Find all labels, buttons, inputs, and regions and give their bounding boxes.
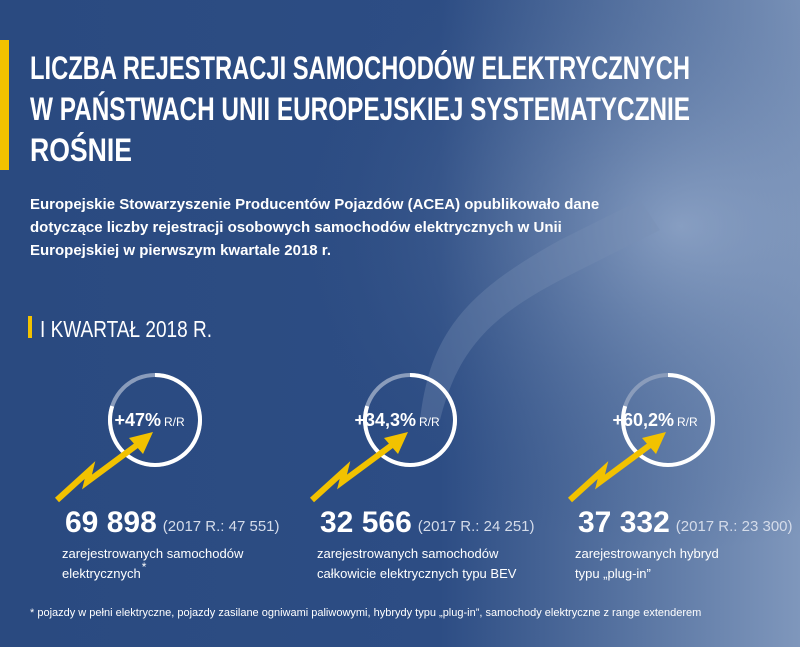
title: LICZBA REJESTRACJI SAMOCHODÓW ELEKTRYCZN… <box>30 50 690 168</box>
growth-unit: R/R <box>164 415 185 429</box>
growth: +34,3% <box>354 410 416 430</box>
growth: +47% <box>114 410 161 430</box>
previous: (2017 R.: 23 300) <box>676 518 793 535</box>
description: całkowicie elektrycznych typu BEV <box>317 566 517 581</box>
title-line: W PAŃSTWACH UNII EUROPEJSKIEJ SYSTEMATYC… <box>30 91 690 127</box>
title-line: ROŚNIE <box>30 132 132 168</box>
arrow <box>309 442 394 503</box>
arrow-head <box>129 432 153 454</box>
arrow-head <box>642 432 666 454</box>
arrow <box>567 442 652 503</box>
intro: Europejskie Stowarzyszenie Producentów P… <box>30 196 599 259</box>
description: zarejestrowanych samochodów <box>62 546 244 561</box>
previous: (2017 R.: 47 551) <box>163 518 280 535</box>
description: zarejestrowanych hybryd <box>575 546 719 561</box>
stat: +34,3% R/R 32 566 (2017 R.: 24 251) zarejest… <box>309 373 535 581</box>
footnote: * pojazdy w pełni elektryczne, pojazdy z… <box>30 607 701 619</box>
section-title: I KWARTAŁ 2018 R. <box>40 316 212 342</box>
growth-unit: R/R <box>419 415 440 429</box>
stat: +47% R/R 69 898 (2017 R.: 47 551) zarejestro… <box>54 373 280 581</box>
description: zarejestrowanych samochodów <box>317 546 499 561</box>
value: 69 898 <box>65 506 157 539</box>
title-accent <box>0 40 9 170</box>
growth: +60,2% <box>612 410 674 430</box>
arrow <box>54 442 139 503</box>
previous: (2017 R.: 24 251) <box>418 518 535 535</box>
charger-silhouette <box>420 200 660 420</box>
description: elektrycznych <box>62 566 141 581</box>
intro-line: Europejskie Stowarzyszenie Producentów P… <box>30 196 599 213</box>
stat: +60,2% R/R 37 332 (2017 R.: 23 300) zarejest… <box>567 373 793 581</box>
arrow-head <box>384 432 408 454</box>
intro-line: Europejskiej w pierwszym kwartale 2018 r… <box>30 242 331 259</box>
value: 32 566 <box>320 506 412 539</box>
ring-arc <box>621 373 715 467</box>
stats: +47% R/R69 898 (2017 R.: 47 551)zarejestro… <box>54 373 793 581</box>
ring-arc <box>108 373 202 467</box>
intro-line: dotyczące liczby rejestracji osobowych s… <box>30 219 562 236</box>
growth-unit: R/R <box>677 415 698 429</box>
footnote-mark: * <box>142 560 147 574</box>
value: 37 332 <box>578 506 670 539</box>
section-accent <box>28 316 32 338</box>
title-line: LICZBA REJESTRACJI SAMOCHODÓW ELEKTRYCZN… <box>30 50 690 86</box>
ring-arc <box>363 373 457 467</box>
description: typu „plug-in” <box>575 566 651 581</box>
